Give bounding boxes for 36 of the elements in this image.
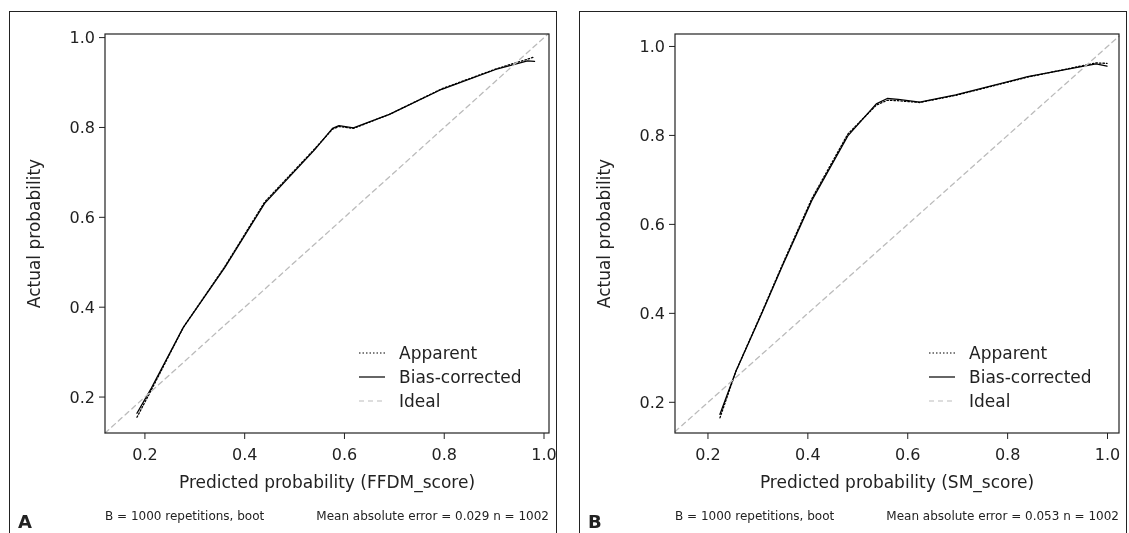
x-tick-label: 0.4 — [795, 445, 821, 464]
x-tick-label: 0.6 — [895, 445, 921, 464]
x-tick-label: 0.2 — [132, 445, 158, 464]
legend-label: Bias-corrected — [969, 367, 1092, 387]
y-tick-label: 0.2 — [639, 392, 665, 412]
x-axis-title: Predicted probability (SM_score) — [759, 472, 1035, 493]
legend-label: Apparent — [969, 343, 1048, 363]
x-tick-label: 1.0 — [531, 445, 557, 464]
x-tick-label: 0.4 — [231, 445, 258, 464]
y-tick-label: 0.4 — [69, 297, 95, 317]
y-tick-label: 0.6 — [69, 207, 95, 227]
legend-label: Apparent — [399, 343, 478, 363]
x-tick-label: 0.6 — [331, 445, 358, 464]
legend-label: Ideal — [969, 391, 1011, 411]
text: B = 1000 repetitions, boot — [105, 509, 265, 523]
y-tick-label: 0.8 — [639, 125, 665, 145]
y-tick-label: 1.0 — [639, 36, 665, 56]
x-tick-label: 0.8 — [431, 445, 457, 464]
y-tick-label: 0.2 — [69, 387, 95, 407]
y-axis-title: Actual probability — [24, 158, 44, 309]
y-tick-label: 0.4 — [639, 303, 665, 323]
x-tick-label: 0.2 — [695, 445, 721, 464]
x-tick-label: 0.8 — [994, 445, 1021, 464]
x-tick-label: 1.0 — [1094, 445, 1121, 464]
y-tick-label: 0.6 — [639, 214, 665, 234]
y-tick-label: 0.8 — [69, 117, 95, 137]
text: B — [588, 511, 602, 532]
x-axis-title: Predicted probability (FFDM_score) — [178, 472, 476, 493]
text: A — [18, 511, 32, 532]
y-axis-title: Actual probability — [594, 158, 614, 309]
text: B = 1000 repetitions, boot — [675, 509, 835, 523]
text: Mean absolute error = 0.053 n = 1002 — [886, 509, 1119, 523]
y-tick-label: 1.0 — [69, 28, 95, 48]
text: Mean absolute error = 0.029 n = 1002 — [316, 509, 549, 523]
legend-label: Ideal — [399, 391, 441, 411]
legend-label: Bias-corrected — [399, 367, 522, 387]
